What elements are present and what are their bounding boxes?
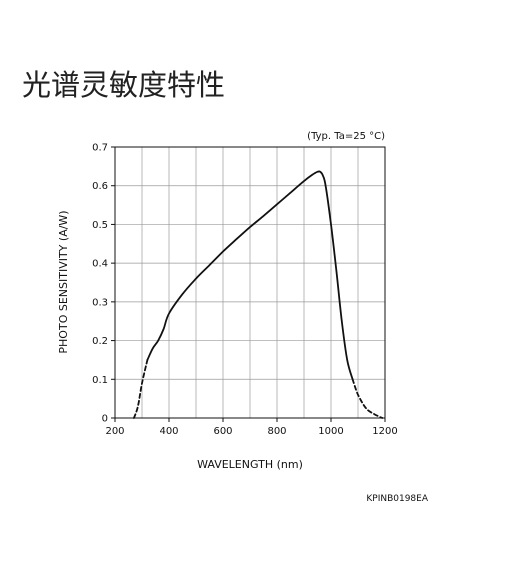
y-tick-label: 0.1	[92, 375, 108, 386]
grid-lines	[115, 147, 385, 418]
sensitivity-curve-dashed	[351, 378, 384, 419]
sensitivity-curve-solid	[146, 170, 354, 381]
curve-layer	[133, 170, 384, 419]
plot-frame	[114, 146, 386, 419]
x-tick-label: 600	[213, 426, 232, 437]
y-tick-label: 0.4	[92, 259, 108, 270]
x-tick-labels: 200 400 600 800 1000 1200	[105, 426, 397, 437]
y-axis-label: PHOTO SENSITIVITY (A/W)	[57, 210, 70, 353]
y-tick-label: 0.5	[92, 220, 108, 231]
x-tick-label: 1000	[318, 426, 343, 437]
y-tick-label: 0.7	[92, 143, 108, 154]
y-tick-label: 0.3	[92, 297, 108, 308]
page-title: 光谱灵敏度特性	[22, 68, 226, 103]
tick-marks	[111, 146, 386, 422]
measurement-condition-note: (Typ. Ta=25 °C)	[307, 131, 385, 142]
x-axis-label: WAVELENGTH (nm)	[197, 458, 303, 471]
y-tick-label: 0.6	[92, 181, 108, 192]
x-tick-label: 400	[159, 426, 178, 437]
y-tick-label: 0	[102, 414, 108, 425]
x-tick-label: 1200	[372, 426, 397, 437]
sensitivity-curve-dashed	[133, 359, 149, 419]
x-tick-label: 200	[105, 426, 124, 437]
figure-code: KPINB0198EA	[366, 494, 428, 504]
y-tick-labels: 0 0.1 0.2 0.3 0.4 0.5 0.6 0.7	[92, 143, 108, 425]
y-tick-label: 0.2	[92, 336, 108, 347]
x-tick-label: 800	[267, 426, 286, 437]
